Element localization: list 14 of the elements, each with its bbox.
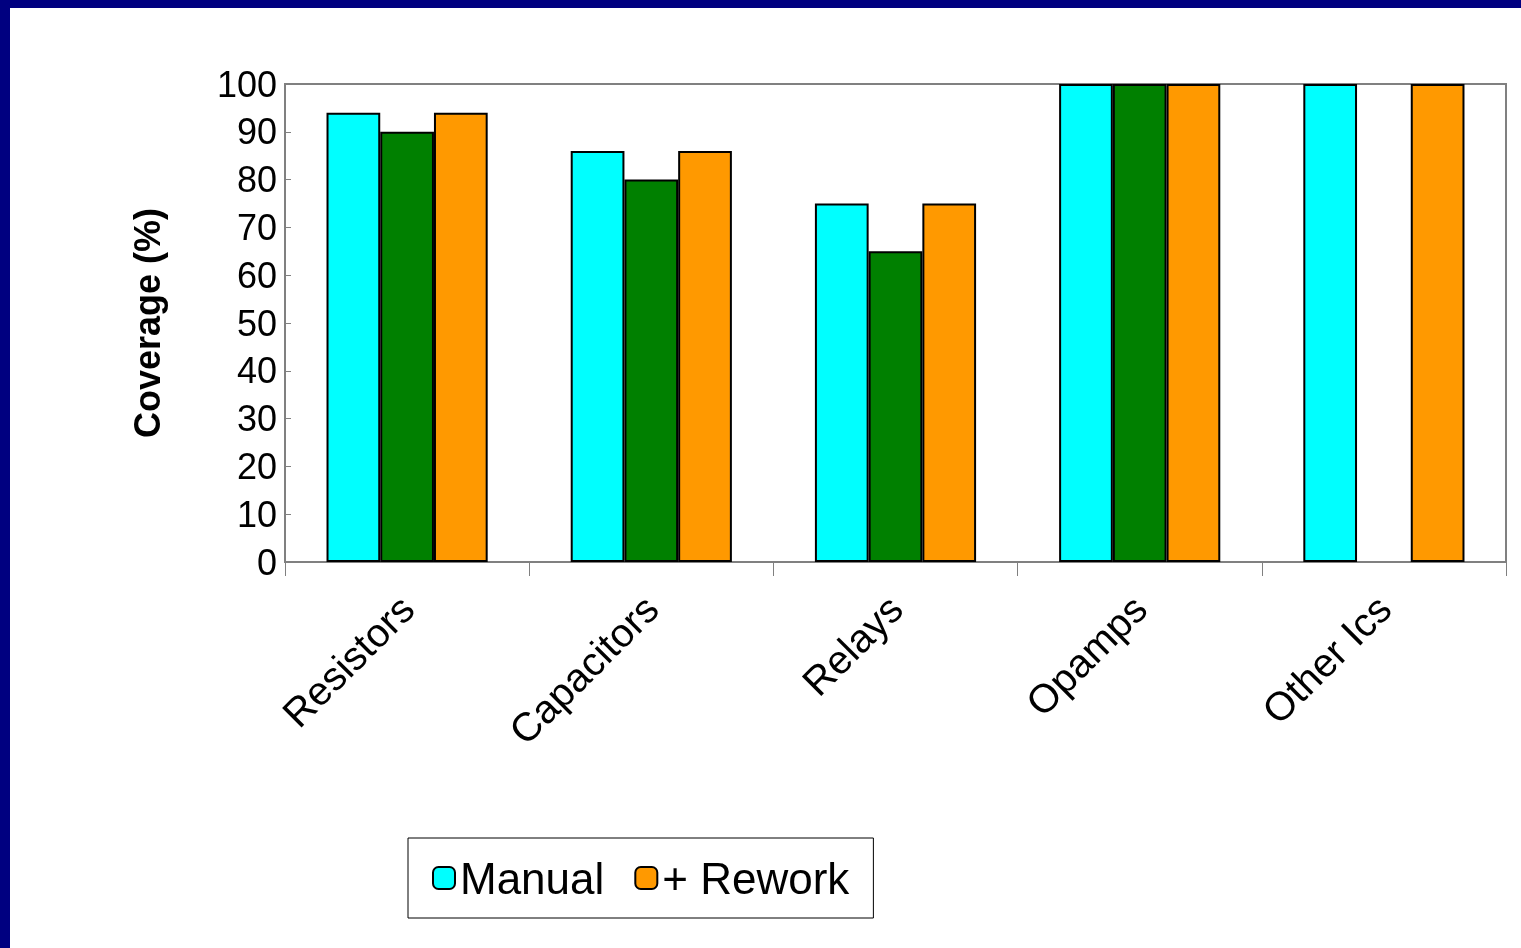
y-tick-label: 90: [236, 111, 277, 153]
legend-label: Manual: [460, 853, 605, 903]
y-tick-label: 0: [256, 541, 277, 583]
y-tick-label: 60: [236, 254, 277, 296]
y-tick-label: 20: [236, 445, 277, 487]
y-tick-label: 30: [236, 398, 277, 440]
y-tick-label: 40: [236, 350, 277, 392]
y-tick-label: 80: [236, 159, 277, 201]
y-tick-label: 50: [236, 302, 277, 344]
y-tick-label: 70: [236, 206, 277, 248]
y-axis-title: Coverage (%): [126, 207, 168, 439]
y-tick-label: 100: [216, 63, 277, 105]
y-tick-label: 10: [236, 493, 277, 535]
legend-label: + Rework: [662, 853, 851, 903]
